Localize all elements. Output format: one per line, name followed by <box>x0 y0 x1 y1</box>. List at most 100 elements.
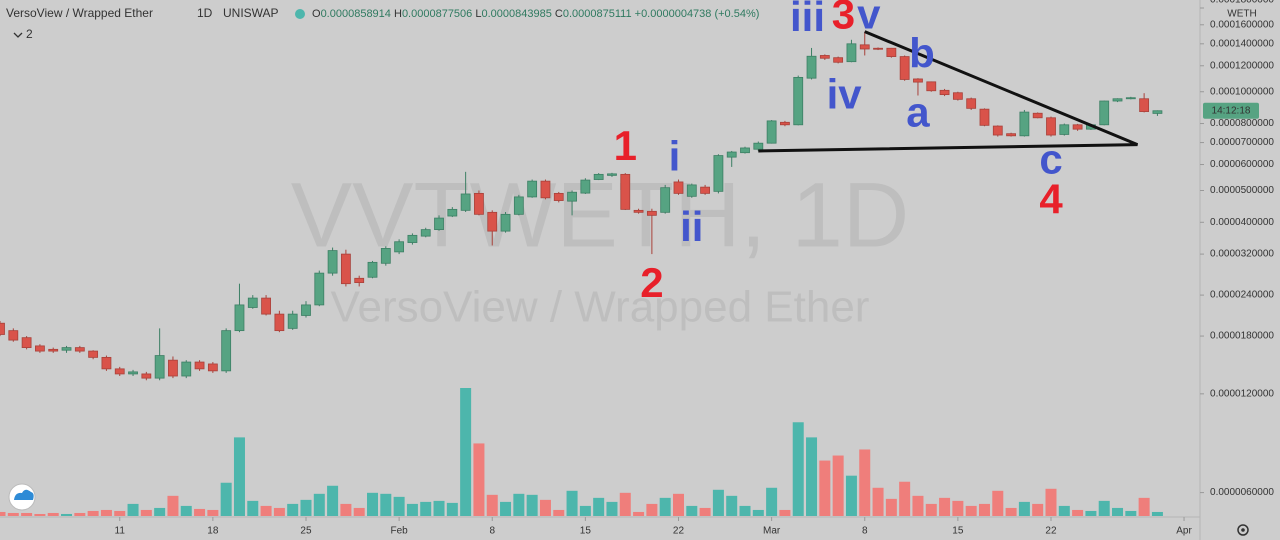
candle-body <box>420 229 431 237</box>
wave-label: c <box>1039 136 1062 183</box>
candle-body <box>168 359 178 377</box>
candle-body <box>1072 124 1083 130</box>
volume-bar <box>1112 507 1124 516</box>
candle-body <box>1032 112 1043 119</box>
x-tick-label: 15 <box>952 526 964 537</box>
volume-bar <box>899 481 911 516</box>
volume-bar <box>526 494 538 516</box>
y-tick-label: 0.0001600000 <box>1210 19 1274 30</box>
status-dot <box>295 9 305 19</box>
volume-bar <box>952 500 964 516</box>
volume-bar <box>87 510 99 516</box>
watermark: VVTWETH, 1D VersoView / Wrapped Ether <box>291 164 909 331</box>
volume-bar <box>446 502 458 516</box>
volume-bar <box>1151 511 1163 516</box>
volume-bar <box>739 505 751 516</box>
wave-label: v <box>857 0 881 38</box>
candle-body <box>593 173 604 180</box>
candle-body <box>553 192 564 201</box>
logo-cloud <box>14 489 34 500</box>
volume-bar <box>74 512 86 516</box>
candle-body <box>673 181 684 194</box>
candle-body <box>247 297 258 308</box>
candle-body <box>713 155 724 192</box>
volume-bar <box>686 505 698 516</box>
interval[interactable]: 1D <box>197 6 213 20</box>
gear-ring <box>1237 524 1249 536</box>
volume-bar <box>872 487 884 516</box>
volume-bar <box>380 493 392 516</box>
candle-body <box>447 208 458 217</box>
y-tick-label: 0.0001400000 <box>1210 38 1274 49</box>
settings-gear[interactable] <box>1237 524 1249 536</box>
volume-bar <box>327 485 339 516</box>
candle-body <box>580 179 591 194</box>
volume-bar <box>247 500 259 516</box>
volume-bar <box>313 493 325 516</box>
ohlc-part: 0.0000858914 <box>321 8 391 20</box>
volume-bar <box>939 497 951 516</box>
exchange: UNISWAP <box>223 6 279 20</box>
volume-bar <box>752 509 764 516</box>
x-tick-label: 22 <box>1045 526 1057 537</box>
candle-body <box>261 297 271 315</box>
y-tick-label: 0.0000240000 <box>1210 290 1274 301</box>
symbol[interactable]: VersoView / Wrapped Ether <box>6 6 153 20</box>
candle-body <box>607 173 617 176</box>
candle-body <box>567 191 577 202</box>
candle-body <box>806 55 817 79</box>
volume-bar <box>1005 507 1017 516</box>
volume-bar <box>0 511 6 516</box>
volume-bar <box>1072 509 1084 516</box>
candle-body <box>780 121 790 126</box>
candle-body <box>513 196 524 215</box>
candle-body <box>74 347 85 352</box>
indicators-toggle[interactable] <box>13 32 23 38</box>
volume-bar <box>180 505 192 516</box>
candle-body <box>1112 98 1123 102</box>
candle-body <box>1059 124 1070 135</box>
volume-bar <box>779 509 791 516</box>
candle-body <box>846 43 857 63</box>
ohlc-part: 0.0000877506 <box>402 8 472 20</box>
volume-bar <box>659 497 671 516</box>
volume-bar <box>619 492 631 516</box>
volume-bar <box>207 509 219 516</box>
wave-label: ii <box>680 203 703 250</box>
candle-body <box>1099 100 1110 126</box>
candle-body <box>367 261 378 278</box>
volume-bar <box>220 482 232 516</box>
volume-bar <box>965 505 977 516</box>
candle-body <box>327 250 338 274</box>
candle-body <box>301 304 311 316</box>
gear-hub <box>1241 528 1245 532</box>
candle-body <box>434 217 444 231</box>
ohlc-part: 0.0000875111 <box>563 8 632 20</box>
candle-body <box>274 313 285 332</box>
volume-bar <box>633 511 645 516</box>
candle-body <box>8 330 19 341</box>
candle-body <box>460 193 471 211</box>
indicators-count[interactable]: 2 <box>26 27 33 41</box>
candle-body <box>354 277 365 283</box>
candle-body <box>766 120 777 144</box>
candle-body <box>500 213 511 232</box>
volume-bar <box>127 503 139 516</box>
wave-label: 4 <box>1039 176 1063 223</box>
volume-bar <box>233 437 245 516</box>
volume-bar <box>885 498 897 516</box>
y-tick-label: 0.0001200000 <box>1210 60 1274 71</box>
x-tick-label: 15 <box>580 526 592 537</box>
volume-bar <box>792 422 804 516</box>
candle-body <box>833 57 844 63</box>
candle-body <box>21 337 32 349</box>
volume-bar <box>553 509 565 516</box>
candle-body <box>633 209 644 213</box>
volume-bar <box>367 492 379 516</box>
volume-bar <box>7 512 19 516</box>
y-tick-label: 0.0000120000 <box>1210 388 1274 399</box>
candle-body <box>154 355 165 379</box>
volume-bar <box>287 503 299 516</box>
